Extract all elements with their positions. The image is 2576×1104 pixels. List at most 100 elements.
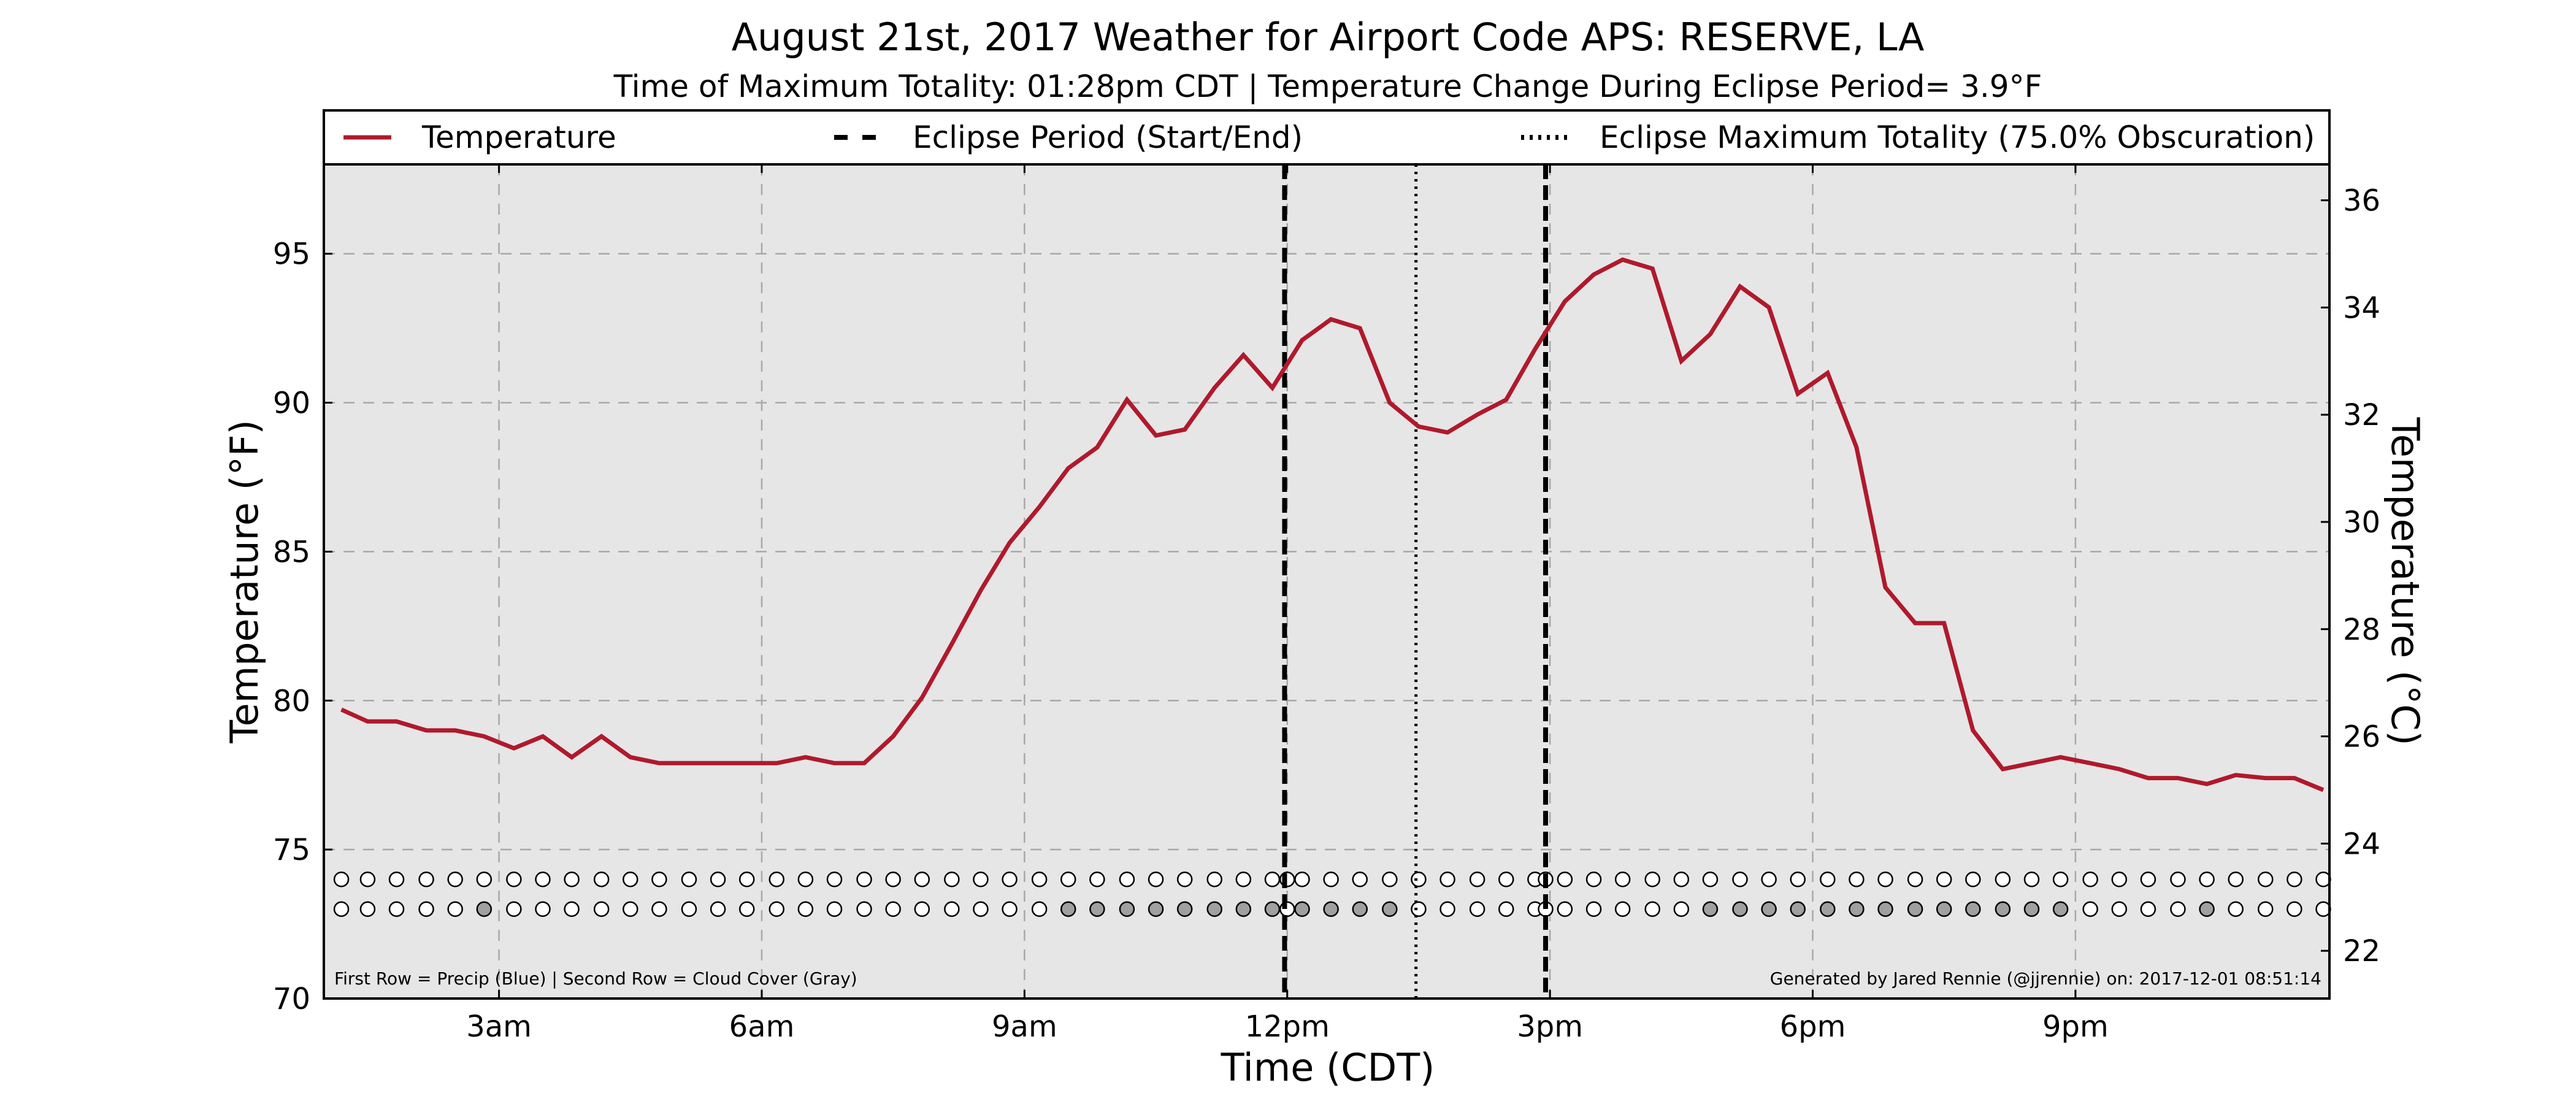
x-tick-label: 9am bbox=[992, 1010, 1057, 1044]
precip-marker bbox=[1732, 871, 1748, 887]
cloud-cover-marker bbox=[973, 901, 989, 918]
precip-marker bbox=[826, 871, 843, 887]
precip-marker bbox=[1264, 871, 1281, 887]
precip-marker bbox=[535, 871, 551, 887]
x-tick-label: 3pm bbox=[1517, 1010, 1583, 1044]
cloud-cover-marker bbox=[856, 901, 872, 918]
cloud-cover-marker bbox=[1439, 901, 1455, 918]
cloud-cover-marker bbox=[1382, 901, 1398, 918]
eclipse-lines bbox=[1282, 164, 1548, 999]
cloud-cover-marker bbox=[1060, 901, 1076, 918]
cloud-cover-marker bbox=[1877, 901, 1893, 918]
cloud-cover-marker bbox=[623, 901, 638, 918]
precip-marker bbox=[1235, 871, 1252, 887]
precip-marker bbox=[564, 871, 580, 887]
y-tick-label-right: 26 bbox=[2343, 720, 2380, 754]
cloud-cover-marker bbox=[564, 901, 580, 918]
cloud-cover-marker bbox=[2023, 901, 2040, 918]
precip-marker bbox=[2228, 871, 2244, 887]
cloud-cover-marker bbox=[1585, 901, 1602, 918]
cloud-cover-marker bbox=[1614, 901, 1631, 918]
chart-subtitle: Time of Maximum Totality: 01:28pm CDT | … bbox=[613, 69, 2042, 104]
precip-marker bbox=[1176, 871, 1193, 887]
precip-marker bbox=[2052, 871, 2069, 887]
y-tick-label-left: 95 bbox=[273, 237, 310, 272]
precip-marker bbox=[1411, 871, 1427, 887]
precip-marker bbox=[1965, 871, 1981, 887]
precip-marker bbox=[2082, 871, 2098, 887]
precip-marker bbox=[885, 871, 901, 887]
precip-marker bbox=[2287, 871, 2302, 887]
cloud-cover-marker bbox=[1235, 901, 1252, 918]
cloud-cover-marker bbox=[1119, 901, 1135, 918]
footnote-right: Generated by Jared Rennie (@jjrennie) on… bbox=[1770, 968, 2321, 989]
cloud-cover-marker bbox=[359, 901, 376, 918]
legend-box bbox=[323, 109, 2331, 166]
cloud-cover-marker bbox=[1411, 901, 1427, 918]
y-tick-label-left: 75 bbox=[273, 833, 310, 867]
x-tick-label: 6am bbox=[729, 1010, 795, 1044]
precip-marker bbox=[1995, 871, 2011, 887]
cloud-cover-marker bbox=[2052, 901, 2069, 918]
precip-marker bbox=[1761, 871, 1777, 887]
cloud-cover-marker bbox=[2111, 901, 2128, 918]
precip-marker bbox=[1790, 871, 1806, 887]
series-layer bbox=[340, 257, 2325, 792]
cloud-cover-marker bbox=[1264, 901, 1281, 918]
cloud-cover-marker bbox=[1907, 901, 1923, 918]
precip-marker bbox=[1614, 871, 1631, 887]
cloud-cover-marker bbox=[1002, 901, 1018, 918]
precip-marker bbox=[593, 871, 610, 887]
legend-label: Eclipse Period (Start/End) bbox=[913, 120, 1303, 155]
cloud-cover-marker bbox=[914, 901, 930, 918]
cloud-cover-marker bbox=[1352, 901, 1368, 918]
y-tick-label-right: 32 bbox=[2343, 398, 2380, 432]
precip-marker bbox=[944, 871, 960, 887]
cloud-cover-marker bbox=[826, 901, 843, 918]
cloud-cover-marker bbox=[2228, 901, 2244, 918]
cloud-cover-marker bbox=[2287, 901, 2302, 918]
precip-marker bbox=[1820, 871, 1836, 887]
precip-marker bbox=[1439, 871, 1455, 887]
y-tick-label-right: 28 bbox=[2343, 613, 2380, 647]
cloud-cover-marker bbox=[2082, 901, 2098, 918]
precip-marker bbox=[1060, 871, 1076, 887]
precip-marker bbox=[1557, 871, 1573, 887]
x-tick-label: 12pm bbox=[1245, 1010, 1330, 1044]
cloud-cover-marker bbox=[1148, 901, 1164, 918]
grid-lines bbox=[324, 164, 2329, 999]
precip-marker bbox=[418, 871, 434, 887]
precip-marker bbox=[1323, 871, 1339, 887]
axis-ticks: 3am 6am 9am 12pm 3pm 6pm 9pm 70 75 80 85 90 95 22 24 26… bbox=[273, 164, 2380, 1044]
precip-marker bbox=[1644, 871, 1660, 887]
precip-marker bbox=[1498, 871, 1514, 887]
cloud-cover-marker bbox=[2258, 901, 2274, 918]
precip-marker bbox=[2111, 871, 2128, 887]
precip-marker bbox=[476, 871, 493, 887]
precip-marker bbox=[447, 871, 463, 887]
y-tick-label-left: 70 bbox=[273, 982, 310, 1016]
precip-marker bbox=[1089, 871, 1105, 887]
indicator-rows bbox=[333, 871, 2331, 918]
cloud-cover-marker bbox=[797, 901, 814, 918]
x-tick-label: 3am bbox=[466, 1010, 532, 1044]
y-tick-label-right: 24 bbox=[2343, 827, 2380, 861]
cloud-cover-marker bbox=[476, 901, 493, 918]
legend-label: Temperature bbox=[421, 120, 616, 155]
precip-marker bbox=[388, 871, 405, 887]
cloud-cover-marker bbox=[1965, 901, 1981, 918]
precip-marker bbox=[333, 871, 350, 887]
temperature-series-line bbox=[340, 257, 2325, 792]
precip-marker bbox=[2258, 871, 2274, 887]
precip-marker bbox=[506, 871, 522, 887]
y-tick-label-right: 22 bbox=[2343, 934, 2380, 968]
cloud-cover-marker bbox=[2170, 901, 2186, 918]
cloud-cover-marker bbox=[333, 901, 350, 918]
cloud-cover-marker bbox=[388, 901, 405, 918]
cloud-cover-marker bbox=[1031, 901, 1048, 918]
cloud-cover-marker bbox=[2140, 901, 2156, 918]
cloud-cover-marker bbox=[1995, 901, 2011, 918]
chart-title: August 21st, 2017 Weather for Airport Co… bbox=[732, 15, 1925, 59]
cloud-cover-marker bbox=[1849, 901, 1865, 918]
y-tick-label-right: 30 bbox=[2343, 505, 2380, 540]
